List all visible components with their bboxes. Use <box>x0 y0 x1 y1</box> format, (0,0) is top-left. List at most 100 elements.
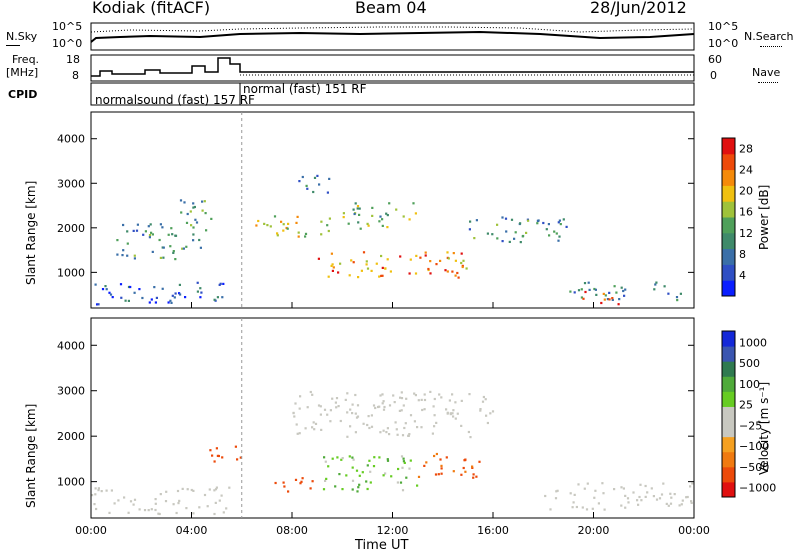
range-cell <box>323 408 327 411</box>
range-cell <box>186 488 189 491</box>
range-cell <box>192 489 195 492</box>
range-cell <box>381 402 384 405</box>
range-cell <box>454 259 457 262</box>
range-cell <box>151 233 154 236</box>
range-cell <box>179 293 182 296</box>
nsky-tick-high: 10^5 <box>52 20 83 33</box>
range-cell <box>452 470 455 473</box>
range-cell <box>680 503 683 506</box>
colorbar-swatch <box>722 466 735 483</box>
range-cell <box>604 294 607 297</box>
range-cell <box>192 239 195 242</box>
range-cell <box>215 486 218 489</box>
colorbar-swatch <box>722 248 735 265</box>
range-cell <box>388 202 391 205</box>
range-cell <box>97 303 100 306</box>
range-cell <box>129 285 132 289</box>
slant-range-label-bottom: Slant Range [km] <box>24 403 38 508</box>
range-cell <box>185 245 188 248</box>
range-cell <box>319 413 322 416</box>
range-cell <box>681 499 684 502</box>
range-cell <box>413 420 416 423</box>
range-cell <box>120 296 123 299</box>
range-cell <box>435 421 438 424</box>
range-cell <box>665 502 668 505</box>
range-cell <box>324 479 327 482</box>
range-cell <box>349 408 352 411</box>
range-cell <box>287 222 290 225</box>
range-cell <box>386 458 389 461</box>
range-cell <box>323 456 326 459</box>
range-cell <box>392 394 395 397</box>
colorbar-tick-label: 25 <box>739 399 753 412</box>
range-cell <box>632 491 635 494</box>
range-cell <box>189 210 192 213</box>
range-cell <box>623 294 626 297</box>
range-cell <box>317 404 321 407</box>
range-cell <box>222 511 225 514</box>
range-cell <box>577 483 580 486</box>
range-cell <box>257 219 260 223</box>
nsky-label: N.Sky <box>6 30 38 43</box>
range-cell <box>522 234 525 238</box>
range-cell <box>386 459 390 462</box>
range-cell <box>195 221 199 224</box>
range-cell <box>421 408 424 412</box>
y-tick-label: 1000 <box>57 476 85 489</box>
colorbar-swatch <box>722 138 735 155</box>
range-cell <box>620 486 623 489</box>
range-cell <box>379 215 382 218</box>
range-cell <box>401 466 404 469</box>
range-cell <box>446 270 449 273</box>
range-cell <box>356 404 360 407</box>
range-cell <box>382 429 385 432</box>
range-cell <box>361 471 364 474</box>
range-cell <box>602 292 605 295</box>
range-cell <box>440 467 443 470</box>
range-cell <box>175 511 178 515</box>
colorbar-swatch <box>722 264 735 281</box>
range-cell <box>400 391 403 394</box>
range-cell <box>273 215 277 218</box>
range-cell <box>352 458 355 461</box>
range-cell <box>679 292 682 295</box>
range-cell <box>297 231 300 234</box>
range-cell <box>132 503 135 506</box>
range-cell <box>326 191 329 194</box>
range-cell <box>378 220 381 223</box>
range-cell <box>370 425 374 428</box>
range-cell <box>320 428 323 431</box>
cpid-label: CPID <box>8 88 38 101</box>
range-cell <box>384 267 387 270</box>
range-cell <box>365 263 368 266</box>
range-cell <box>481 400 485 403</box>
range-cell <box>215 447 218 450</box>
colorbar-swatch <box>722 280 735 297</box>
range-cell <box>349 425 352 428</box>
range-cell <box>423 464 426 467</box>
range-cell <box>381 274 384 277</box>
range-cell <box>644 495 647 498</box>
range-cell <box>446 412 449 415</box>
range-cell <box>438 393 441 396</box>
colorbar-swatch <box>722 331 735 347</box>
range-cell <box>329 420 332 423</box>
range-cell <box>225 507 228 510</box>
colorbar-swatch <box>722 185 735 202</box>
range-cell <box>627 501 630 504</box>
range-cell <box>351 488 354 491</box>
range-cell <box>575 505 578 509</box>
range-cell <box>468 228 471 231</box>
range-cell <box>109 293 113 296</box>
range-cell <box>510 218 514 221</box>
range-cell <box>180 211 183 214</box>
range-cell <box>395 208 398 211</box>
range-cell <box>325 477 328 480</box>
y-tick-label: 3000 <box>57 385 85 398</box>
range-cell <box>577 289 581 292</box>
strip-plots <box>90 22 695 106</box>
range-cell <box>155 296 158 299</box>
range-cell <box>393 401 396 404</box>
range-cell <box>559 223 562 226</box>
y-tick-label: 4000 <box>57 133 85 146</box>
